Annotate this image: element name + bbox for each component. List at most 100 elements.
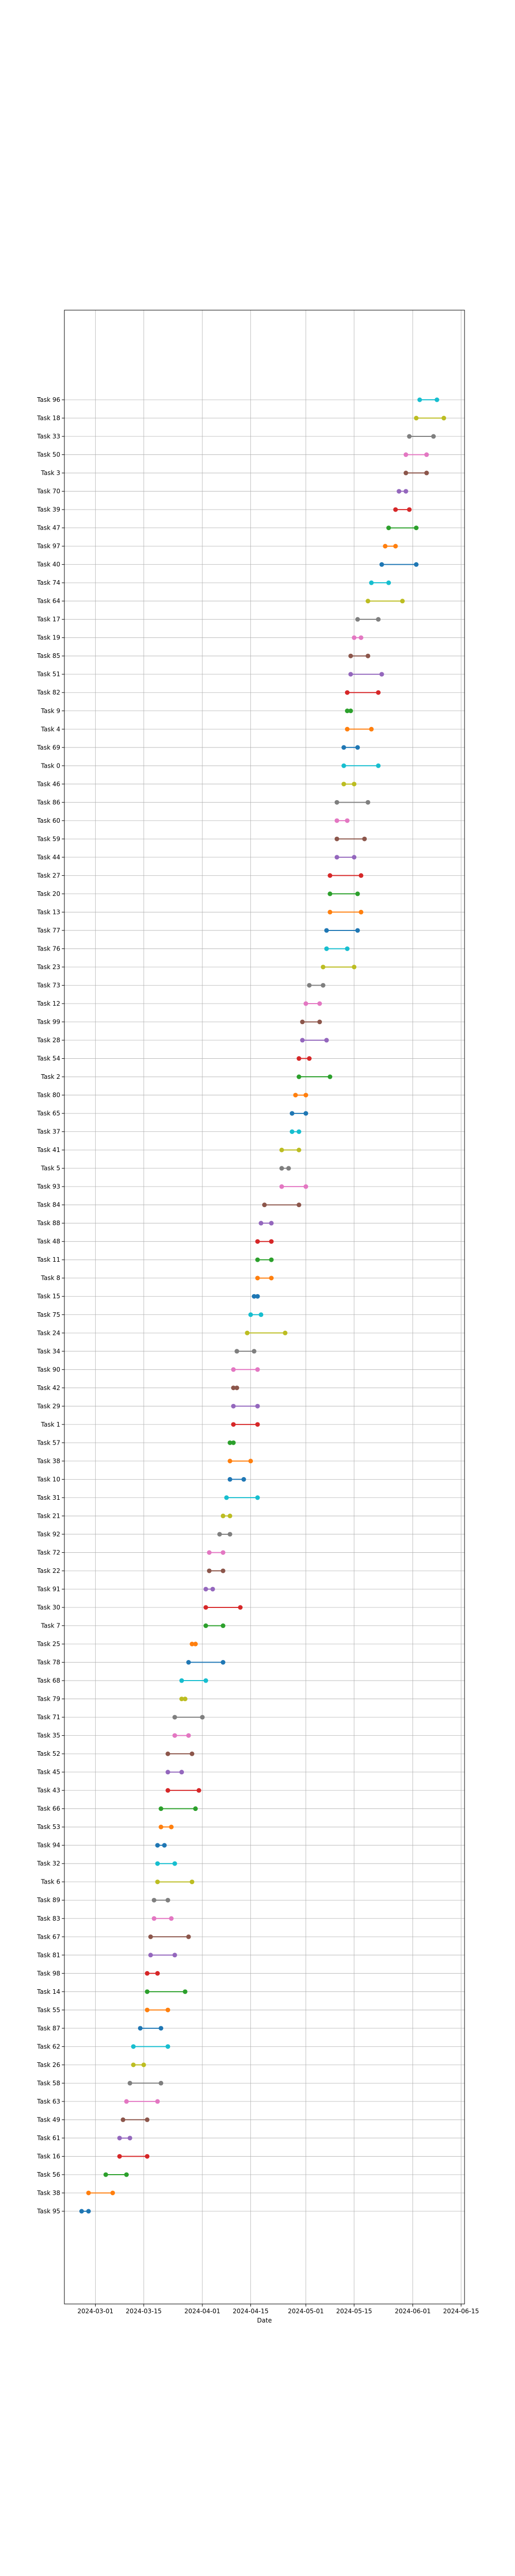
dumbbell-start-point [231, 1422, 236, 1427]
dumbbell-end-point [255, 1294, 260, 1299]
y-tick-label: Task 81 [37, 1952, 60, 1959]
dumbbell-end-point [379, 672, 384, 677]
dumbbell-end-point [255, 1495, 260, 1500]
dumbbell-start-point [207, 1550, 212, 1555]
dumbbell-end-point [358, 635, 364, 640]
dumbbell-start-point [231, 1367, 236, 1372]
y-tick-label: Task 69 [37, 744, 60, 751]
dumbbell-start-point [386, 526, 391, 531]
dumbbell-end-point [303, 1093, 308, 1098]
dumbbell-start-point [203, 1623, 209, 1629]
dumbbell-start-point [151, 1897, 157, 1903]
y-tick-label: Task 94 [37, 1842, 60, 1849]
y-tick-label: Task 16 [37, 2153, 60, 2160]
dumbbell-start-point [145, 2007, 150, 2012]
dumbbell-start-point [165, 1788, 170, 1793]
y-tick-label: Task 87 [37, 2025, 60, 2032]
dumbbell-start-point [296, 1056, 301, 1061]
dumbbell-end-point [317, 1020, 322, 1025]
y-tick-label: Task 89 [37, 1896, 60, 1904]
dumbbell-end-point [369, 726, 374, 732]
y-tick-label: Task 59 [37, 835, 60, 842]
x-tick-label: 2024-06-01 [395, 2308, 431, 2315]
dumbbell-start-point [203, 1605, 209, 1610]
dumbbell-end-point [238, 1605, 243, 1610]
dumbbell-end-point [145, 2117, 150, 2122]
dumbbell-start-point [151, 1916, 157, 1921]
y-tick-label: Task 48 [37, 1238, 60, 1245]
y-tick-label: Task 52 [37, 1750, 60, 1757]
dumbbell-end-point [358, 873, 364, 878]
y-tick-label: Task 11 [37, 1256, 60, 1263]
y-tick-label: Task 6 [41, 1878, 60, 1886]
dumbbell-start-point [407, 434, 412, 439]
y-tick-label: Task 71 [37, 1714, 60, 1721]
y-tick-label: Task 97 [37, 543, 60, 550]
dumbbell-start-point [262, 1202, 267, 1208]
y-tick-label: Task 8 [41, 1275, 60, 1282]
dumbbell-start-point [138, 2026, 143, 2031]
dumbbell-start-point [279, 1166, 284, 1171]
dumbbell-end-point [248, 1459, 253, 1464]
y-tick-label: Task 44 [37, 854, 60, 861]
dumbbell-end-point [424, 470, 429, 476]
dumbbell-start-point [121, 2117, 126, 2122]
dumbbell-start-point [251, 1294, 256, 1299]
y-tick-label: Task 28 [37, 1037, 60, 1044]
y-tick-label: Task 96 [37, 396, 60, 403]
y-tick-label: Task 15 [37, 1293, 60, 1300]
dumbbell-end-point [365, 800, 370, 805]
dumbbell-start-point [383, 544, 388, 549]
marks-layer [79, 397, 447, 2214]
dumbbell-start-point [417, 397, 422, 402]
y-tick-label: Task 34 [37, 1348, 60, 1355]
dumbbell-end-point [345, 946, 350, 951]
y-tick-label: Task 22 [37, 1567, 60, 1574]
y-tick-label: Task 4 [41, 725, 60, 733]
y-tick-label: Task 75 [37, 1311, 60, 1318]
dumbbell-end-point [286, 1166, 291, 1171]
y-tick-label: Task 0 [41, 762, 60, 769]
dumbbell-start-point [86, 2190, 91, 2195]
y-tick-label: Task 25 [37, 1640, 60, 1648]
y-tick-label: Task 57 [37, 1439, 60, 1446]
dumbbell-end-point [400, 599, 405, 604]
dumbbell-end-point [362, 836, 367, 841]
dumbbell-start-point [334, 800, 339, 805]
dumbbell-start-point [324, 946, 329, 951]
y-tick-label: Task 33 [37, 433, 60, 440]
dumbbell-end-point [352, 855, 357, 860]
y-tick-label: Task 68 [37, 1677, 60, 1684]
dumbbell-end-point [269, 1221, 274, 1226]
dumbbell-end-point [358, 909, 364, 914]
y-tick-label: Task 86 [37, 799, 60, 806]
dumbbell-start-point [345, 690, 350, 695]
dumbbell-start-point [155, 1861, 160, 1866]
dumbbell-end-point [434, 397, 439, 402]
dumbbell-start-point [289, 1129, 295, 1134]
dumbbell-end-point [186, 1934, 191, 1939]
dumbbell-start-point [393, 507, 398, 512]
dumbbell-start-point [172, 1733, 177, 1738]
y-tick-label: Task 14 [37, 1988, 60, 1995]
dumbbell-start-point [186, 1660, 191, 1665]
y-tick-label: Task 91 [37, 1585, 60, 1592]
dumbbell-start-point [131, 2044, 136, 2049]
dumbbell-start-point [117, 2154, 122, 2159]
dumbbell-end-point [307, 1056, 312, 1061]
dumbbell-start-point [279, 1147, 284, 1153]
dumbbell-end-point [303, 1111, 308, 1116]
dumbbell-start-point [255, 1276, 260, 1281]
dumbbell-start-point [355, 617, 360, 622]
dumbbell-start-point [365, 599, 370, 604]
dumbbell-start-point [334, 836, 339, 841]
y-tick-label: Task 53 [37, 1823, 60, 1831]
y-tick-label: Task 85 [37, 652, 60, 659]
y-tick-label: Task 93 [37, 1183, 60, 1190]
dumbbell-end-point [348, 708, 353, 714]
dumbbell-start-point [179, 1697, 184, 1702]
dumbbell-start-point [345, 726, 350, 732]
dumbbell-start-point [124, 2099, 129, 2104]
